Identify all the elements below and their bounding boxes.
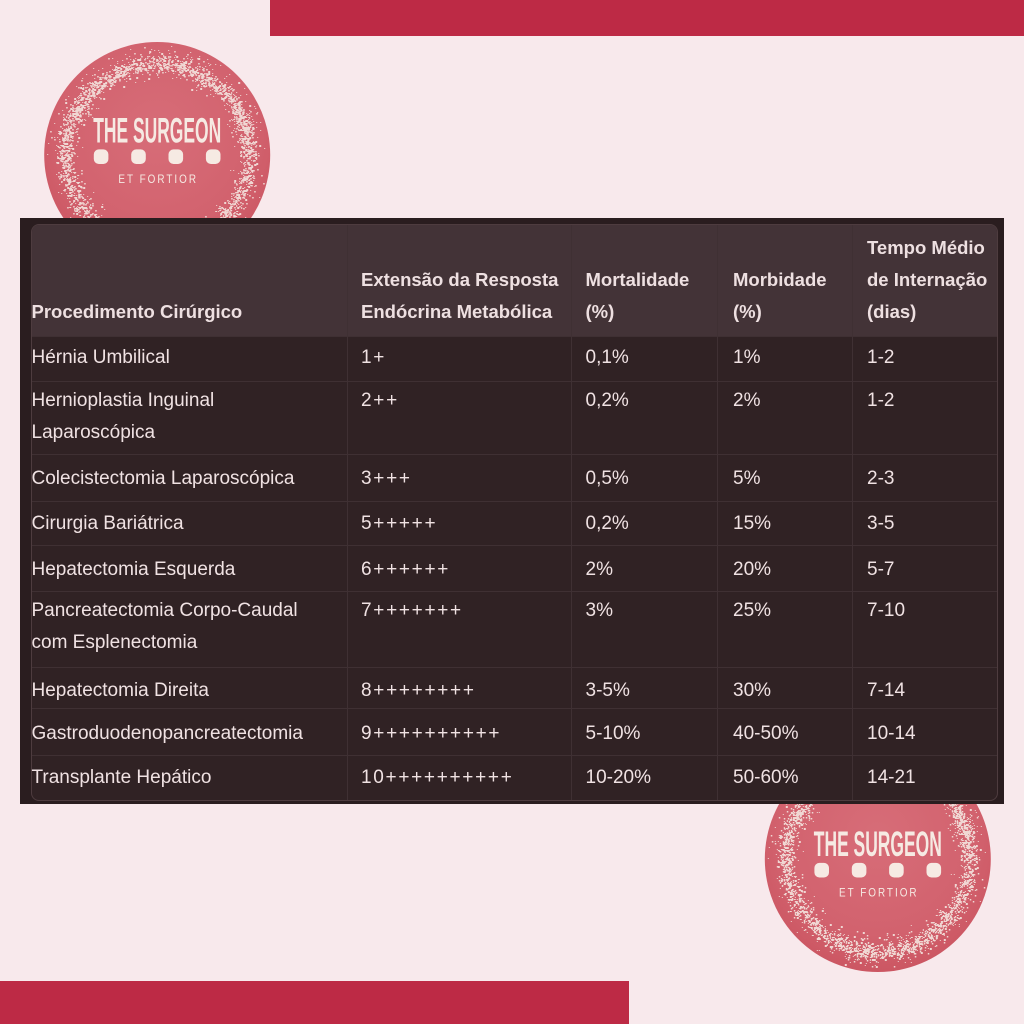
svg-text:THE SURGEON: THE SURGEON bbox=[93, 111, 221, 151]
svg-text:ET FORTIOR: ET FORTIOR bbox=[839, 887, 917, 900]
svg-text:ET FORTIOR: ET FORTIOR bbox=[118, 173, 196, 186]
svg-text:THE SURGEON: THE SURGEON bbox=[814, 824, 942, 864]
